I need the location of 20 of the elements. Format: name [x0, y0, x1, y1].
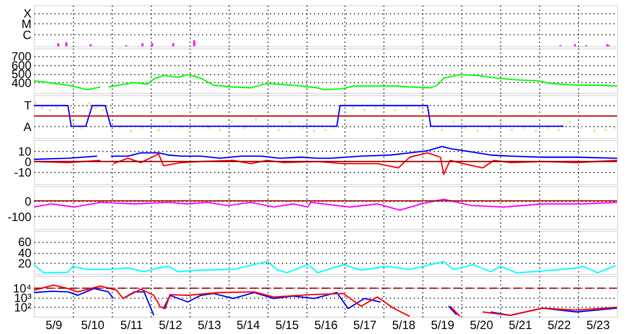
x-tick-label: 5/11 — [120, 318, 144, 332]
x-tick-label: 5/9 — [46, 318, 63, 332]
text: T — [24, 98, 32, 112]
x-tick-label: 5/21 — [508, 318, 532, 332]
y-tick-label: 10² — [14, 300, 32, 315]
x-tick-label: 5/18 — [392, 318, 416, 332]
x-tick-label: 5/17 — [353, 318, 377, 332]
text: A — [23, 120, 32, 134]
x-tick-label: 5/12 — [158, 318, 182, 332]
x-tick-label: 5/14 — [236, 318, 260, 332]
x-tick-label: 5/10 — [81, 318, 105, 332]
y-tick-label: 0 — [24, 194, 32, 208]
x-tick-label: 5/15 — [275, 318, 300, 332]
x-tick-label: 5/22 — [548, 318, 572, 332]
x-tick-label: 5/19 — [430, 318, 455, 332]
x-tick-label: 5/23 — [586, 318, 610, 332]
x-tick-label: 5/20 — [470, 318, 494, 332]
x-tick-label: 5/16 — [314, 318, 338, 332]
y-tick-label: -100 — [7, 210, 32, 224]
x-tick-label: 5/13 — [198, 318, 222, 332]
